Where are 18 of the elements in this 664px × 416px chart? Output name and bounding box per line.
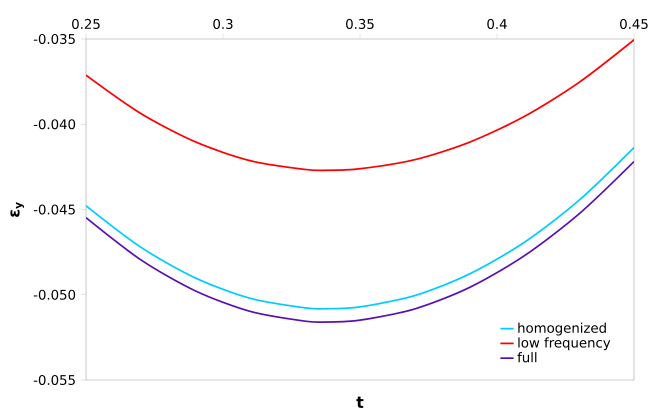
- y-axis-title: ε$_{y}$: [10, 202, 24, 217]
- x-axis-title: t: [356, 396, 364, 408]
- x-tick-label: 0.4: [487, 18, 507, 29]
- line-series: [86, 38, 634, 172]
- y-tick-label: -0.045: [34, 204, 75, 215]
- y-tick-label: -0.040: [34, 119, 76, 130]
- legend-label: full: [517, 352, 536, 362]
- line-series: [86, 160, 634, 324]
- x-tick-label: 0.3: [213, 18, 233, 29]
- legend-label: homogenized: [518, 322, 606, 336]
- x-tick-label: 0.25: [72, 18, 100, 29]
- y-tick-label: -0.035: [34, 34, 75, 44]
- y-tick-label: -0.055: [34, 374, 75, 386]
- legend-label: low frequency: [518, 337, 610, 350]
- line-series: [86, 146, 634, 310]
- x-tick-label: 0.45: [620, 18, 648, 29]
- y-tick-label: -0.050: [34, 290, 76, 300]
- x-tick-label: 0.35: [346, 18, 374, 29]
